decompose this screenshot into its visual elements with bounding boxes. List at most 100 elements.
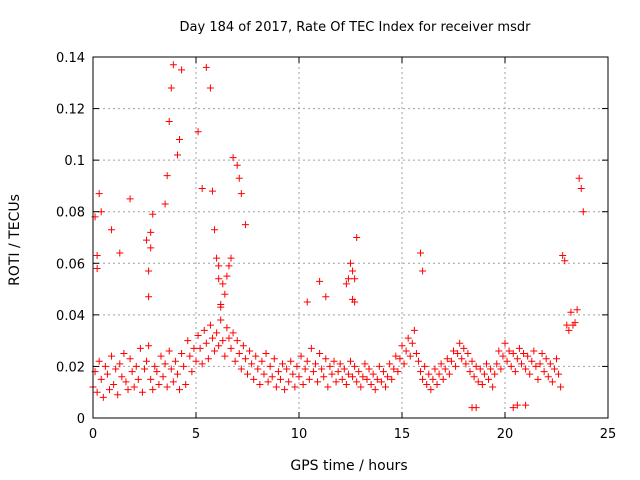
data-point (260, 370, 268, 378)
data-point (211, 226, 219, 234)
data-point (349, 373, 357, 381)
x-tick-label: 20 (497, 427, 514, 442)
data-point (406, 352, 414, 360)
data-point (143, 357, 151, 365)
y-tick-label: 0.06 (56, 257, 85, 272)
data-point (513, 401, 521, 409)
data-point (159, 373, 167, 381)
data-point (367, 380, 375, 388)
data-point (143, 236, 151, 244)
data-point (466, 368, 474, 376)
data-point (532, 362, 540, 370)
data-point (213, 329, 221, 337)
data-point (344, 275, 352, 283)
data-point (167, 365, 175, 373)
data-point (138, 388, 146, 396)
data-point (526, 370, 534, 378)
data-point (178, 350, 186, 358)
data-point (202, 63, 210, 71)
data-point (293, 362, 301, 370)
x-tick-label: 0 (89, 427, 97, 442)
data-point (351, 275, 359, 283)
data-point (233, 337, 241, 345)
data-point (110, 380, 118, 388)
data-point (538, 350, 546, 358)
data-point (452, 362, 460, 370)
data-point (213, 254, 221, 262)
data-point (318, 365, 326, 373)
data-point (320, 373, 328, 381)
data-point (371, 386, 379, 394)
data-point (555, 370, 563, 378)
data-point (198, 185, 206, 193)
data-point (573, 306, 581, 314)
data-point (176, 136, 184, 144)
data-point (194, 331, 202, 339)
data-point (241, 221, 249, 229)
data-point (392, 352, 400, 360)
data-point (351, 298, 359, 306)
data-point (485, 375, 493, 383)
data-point (190, 344, 198, 352)
data-point (353, 234, 361, 241)
data-point (178, 66, 186, 74)
data-point (419, 375, 427, 383)
data-point (173, 151, 181, 159)
data-point (227, 254, 235, 262)
y-tick-label: 0 (77, 412, 85, 427)
data-point (307, 344, 315, 352)
data-point (528, 357, 536, 365)
data-point (95, 357, 103, 365)
data-point (270, 355, 278, 363)
data-point (509, 404, 517, 412)
data-point (169, 61, 177, 69)
data-point (495, 347, 503, 355)
data-point (342, 280, 350, 288)
data-point (268, 373, 276, 381)
data-point (497, 365, 505, 373)
data-point (108, 352, 116, 360)
y-tick-label: 0.14 (56, 51, 85, 66)
data-point (550, 365, 558, 373)
data-point (509, 350, 517, 358)
data-point (258, 357, 266, 365)
data-point (305, 375, 313, 383)
data-point (118, 373, 126, 381)
data-point (441, 365, 449, 373)
data-point (332, 378, 340, 386)
data-point (402, 347, 410, 355)
data-point (342, 380, 350, 388)
data-point (206, 84, 214, 92)
data-point (147, 375, 155, 383)
data-point (470, 373, 478, 381)
data-point (577, 185, 585, 193)
data-point (421, 362, 429, 370)
grid (93, 57, 608, 418)
data-point (130, 383, 138, 391)
data-point (478, 380, 486, 388)
data-point (534, 375, 542, 383)
data-point (241, 355, 249, 363)
data-point (431, 365, 439, 373)
data-point (208, 187, 216, 195)
data-point (561, 257, 569, 265)
data-point (388, 375, 396, 383)
data-point (186, 352, 194, 360)
data-point (198, 360, 206, 368)
data-point (196, 344, 204, 352)
data-point (330, 357, 338, 365)
data-point (126, 355, 134, 363)
data-point (108, 226, 116, 234)
data-point (223, 272, 231, 280)
data-point (544, 373, 552, 381)
data-point (145, 293, 153, 301)
data-point (184, 337, 192, 345)
data-point (233, 161, 241, 169)
data-point (425, 370, 433, 378)
data-point (489, 383, 497, 391)
data-point (530, 347, 538, 355)
data-point (239, 342, 247, 350)
data-point (145, 342, 153, 350)
data-point (419, 267, 427, 275)
data-point (163, 383, 171, 391)
